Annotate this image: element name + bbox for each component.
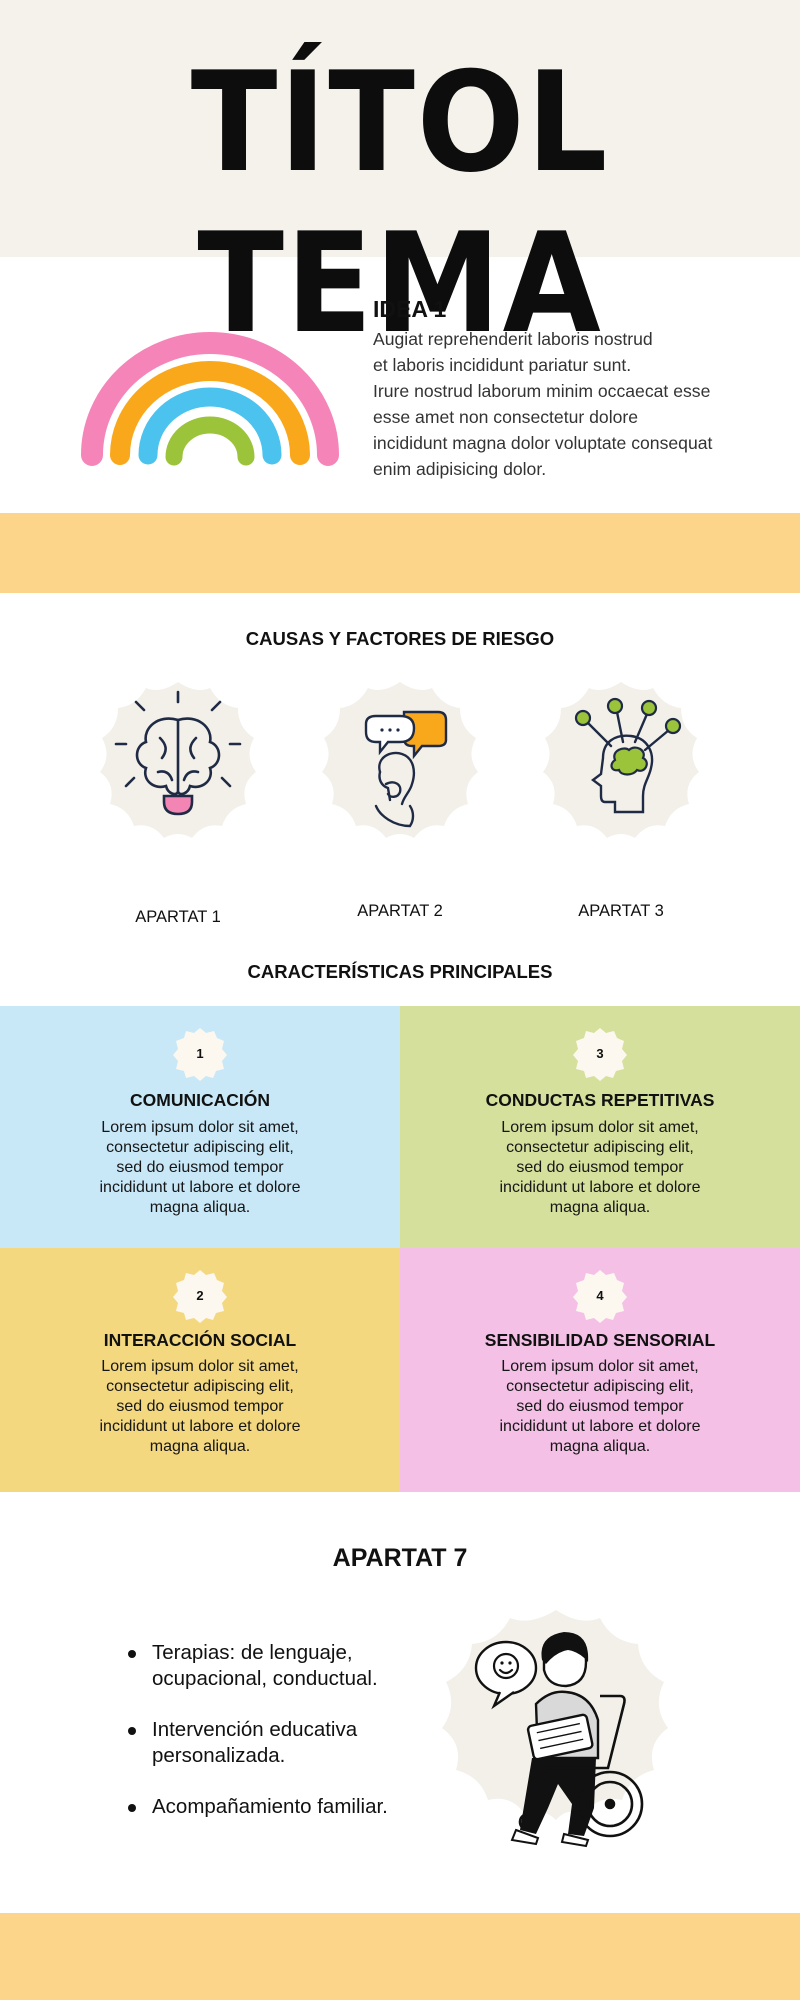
cause-item: APARTAT 3 xyxy=(521,680,721,921)
feature-tile: 4 SENSIBILIDAD SENSORIAL Lorem ipsum dol… xyxy=(400,1248,800,1492)
list-item: Terapias: de lenguaje, ocupacional, cond… xyxy=(120,1640,440,1692)
thinking-person-chat-icon xyxy=(322,682,478,838)
number-badge: 2 xyxy=(172,1268,228,1324)
tile-line: Lorem ipsum dolor sit amet, xyxy=(101,1119,299,1136)
tile-text: Lorem ipsum dolor sit amet, consectetur … xyxy=(70,1357,330,1457)
cause-item: APARTAT 1 xyxy=(78,680,278,927)
tile-line: consectetur adipiscing elit, xyxy=(506,1378,694,1395)
tile-line: sed do eiusmod tempor xyxy=(116,1159,284,1176)
feature-tile: 1 COMUNICACIÓN Lorem ipsum dolor sit ame… xyxy=(0,1006,400,1250)
badge-number: 2 xyxy=(196,1288,204,1303)
idea-line: et laboris incididunt pariatur sunt. xyxy=(373,355,632,375)
tile-line: magna aliqua. xyxy=(549,1438,651,1455)
therapy-list: Terapias: de lenguaje, ocupacional, cond… xyxy=(120,1640,440,1845)
tile-line: incididunt ut labore et dolore xyxy=(99,1418,301,1435)
idea-title: IDEA 1 xyxy=(373,296,447,322)
causas-heading: CAUSAS Y FACTORES DE RIESGO xyxy=(245,628,555,649)
number-badge: 4 xyxy=(572,1268,628,1324)
tile-line: Lorem ipsum dolor sit amet, xyxy=(501,1358,699,1375)
list-item-line: personalizada. xyxy=(152,1744,286,1767)
accent-band xyxy=(0,1913,800,2000)
caracteristicas-heading: CARACTERÍSTICAS PRINCIPALES xyxy=(247,961,553,982)
list-item-line: Acompañamiento familiar. xyxy=(152,1795,388,1818)
cause-label: APARTAT 3 xyxy=(578,902,664,920)
tile-text: Lorem ipsum dolor sit amet, consectetur … xyxy=(470,1118,730,1218)
cause-label: APARTAT 2 xyxy=(357,902,443,920)
tile-line: incididunt ut labore et dolore xyxy=(499,1418,701,1435)
head-network-icon xyxy=(543,682,699,838)
tile-line: Lorem ipsum dolor sit amet, xyxy=(501,1119,699,1136)
tile-line: sed do eiusmod tempor xyxy=(116,1398,284,1415)
idea-line: esse amet non consectetur dolore xyxy=(373,407,639,427)
list-item: Intervención educativa personalizada. xyxy=(120,1717,440,1769)
tile-title: CONDUCTAS REPETITIVAS xyxy=(485,1090,715,1110)
badge-shape xyxy=(173,1270,227,1323)
list-item-line: Terapias: de lenguaje, xyxy=(152,1641,353,1664)
tile-line: incididunt ut labore et dolore xyxy=(99,1179,301,1196)
apartat7-heading: APARTAT 7 xyxy=(332,1544,468,1572)
badge-shape xyxy=(573,1028,627,1081)
cause-label: APARTAT 1 xyxy=(135,908,221,926)
brain-lightbulb-icon xyxy=(100,682,256,838)
tile-line: consectetur adipiscing elit, xyxy=(506,1139,694,1156)
tile-title: INTERACCIÓN SOCIAL xyxy=(103,1330,297,1350)
badge-number: 3 xyxy=(596,1046,604,1061)
tile-line: magna aliqua. xyxy=(549,1199,651,1216)
idea-paragraph: Augiat reprehenderit laboris nostrud et … xyxy=(373,326,773,482)
tile-line: sed do eiusmod tempor xyxy=(516,1398,684,1415)
badge-number: 4 xyxy=(596,1288,604,1303)
number-badge: 1 xyxy=(172,1026,228,1082)
tile-line: magna aliqua. xyxy=(149,1199,251,1216)
tile-line: consectetur adipiscing elit, xyxy=(106,1378,294,1395)
badge-shape xyxy=(573,1270,627,1323)
badge-number: 1 xyxy=(196,1046,204,1061)
tile-text: Lorem ipsum dolor sit amet, consectetur … xyxy=(470,1357,730,1457)
feature-tile: 2 INTERACCIÓN SOCIAL Lorem ipsum dolor s… xyxy=(0,1248,400,1492)
idea-line: Augiat reprehenderit laboris nostrud xyxy=(373,329,653,349)
number-badge: 3 xyxy=(572,1026,628,1082)
accent-band xyxy=(0,513,800,593)
idea-line: Irure nostrud laborum minim occaecat ess… xyxy=(373,381,711,401)
list-item-line: ocupacional, conductual. xyxy=(152,1667,378,1690)
tile-line: Lorem ipsum dolor sit amet, xyxy=(101,1358,299,1375)
tile-text: Lorem ipsum dolor sit amet, consectetur … xyxy=(70,1118,330,1218)
cause-item: APARTAT 2 xyxy=(300,680,500,921)
page-title: TÍTOL TEMA xyxy=(190,42,610,364)
title-band: TÍTOL TEMA xyxy=(0,0,800,364)
tile-line: sed do eiusmod tempor xyxy=(516,1159,684,1176)
feature-tile: 3 CONDUCTAS REPETITIVAS Lorem ipsum dolo… xyxy=(400,1006,800,1250)
rainbow-illustration xyxy=(81,332,339,466)
tile-line: consectetur adipiscing elit, xyxy=(106,1139,294,1156)
person-wheelchair-tablet-icon xyxy=(442,1610,668,1848)
badge-shape xyxy=(173,1028,227,1081)
tile-title: COMUNICACIÓN xyxy=(130,1090,270,1110)
idea-line: incididunt magna dolor voluptate consequ… xyxy=(373,433,713,453)
tile-line: incididunt ut labore et dolore xyxy=(499,1179,701,1196)
list-item: Acompañamiento familiar. xyxy=(120,1794,440,1820)
idea-line: enim adipisicing dolor. xyxy=(373,459,547,479)
tile-title: SENSIBILIDAD SENSORIAL xyxy=(484,1330,716,1350)
tile-line: magna aliqua. xyxy=(149,1438,251,1455)
list-item-line: Intervención educativa xyxy=(152,1718,358,1741)
